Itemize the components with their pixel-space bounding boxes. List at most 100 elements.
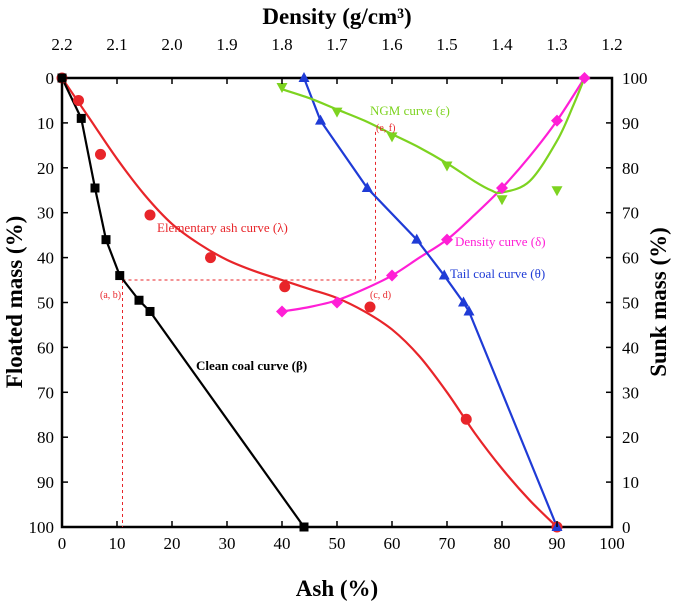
x-top-tick-label: 1.3 [546, 35, 567, 54]
data-point-3-0 [298, 72, 310, 82]
series-label-3: Tail coal curve (θ) [450, 266, 545, 281]
point-annotation-1: (c, d) [370, 290, 391, 301]
x-bottom-tick-label: 100 [599, 534, 625, 553]
x-top-tick-label: 1.2 [601, 35, 622, 54]
y-right-tick-label: 100 [622, 69, 648, 88]
y-right-tick-label: 40 [622, 338, 639, 357]
series-labels: Elementary ash curve (λ) Clean coal curve… [157, 103, 546, 373]
data-point-1-3 [101, 235, 111, 245]
x-top-tick-label: 2.0 [161, 35, 182, 54]
data-point-3-6 [463, 305, 475, 316]
data-point-4-4 [496, 195, 508, 206]
series-label-4: NGM curve (ε) [370, 103, 450, 118]
axis-titles: Ash (%) Density (g/cm³) Floated mass (%)… [2, 4, 671, 601]
data-point-3-5 [458, 296, 469, 307]
x-top-axis-title: Density (g/cm³) [262, 4, 411, 29]
x-bottom-tick-label: 30 [219, 534, 236, 553]
y-left-tick-label: 0 [46, 69, 55, 88]
y-left-tick-label: 70 [37, 383, 54, 402]
y-left-tick-label: 20 [37, 159, 54, 178]
data-point-0-3 [144, 209, 156, 221]
data-point-0-1 [73, 94, 84, 106]
data-point-0-7 [460, 413, 472, 425]
y-right-tick-label: 60 [622, 249, 639, 268]
data-point-4-2 [386, 132, 398, 143]
y-left-tick-label: 50 [37, 294, 54, 313]
data-point-2-5 [551, 114, 563, 127]
data-point-3-3 [411, 233, 423, 244]
x-top-tick-label: 2.1 [106, 35, 127, 54]
data-point-1-1 [76, 113, 86, 123]
y-right-tick-label: 50 [622, 294, 639, 313]
y-right-tick-label: 20 [622, 428, 639, 447]
y-right-axis-title: Sunk mass (%) [646, 227, 671, 377]
y-right-tick-label: 0 [622, 518, 631, 537]
point-annotation-0: (a, b) [100, 290, 121, 301]
data-point-1-2 [90, 183, 100, 193]
series-markers [56, 72, 591, 533]
data-point-4-0 [276, 82, 288, 93]
series-line-0 [61, 77, 558, 528]
series-label-2: Density curve (δ) [455, 234, 546, 249]
data-point-2-4 [496, 182, 508, 195]
data-point-3-4 [438, 269, 450, 280]
series-line-1 [61, 77, 305, 528]
x-top-tick-label: 2.2 [51, 35, 72, 54]
data-point-1-5 [134, 295, 144, 305]
x-bottom-tick-label: 60 [384, 534, 401, 553]
y-left-tick-label: 10 [37, 114, 54, 133]
data-point-2-3 [441, 233, 453, 246]
y-left-tick-label: 30 [37, 204, 54, 223]
data-point-0-6 [364, 301, 376, 313]
x-top-tick-label: 1.7 [326, 35, 348, 54]
data-point-3-2 [361, 182, 373, 193]
x-top-tick-label: 1.8 [271, 35, 292, 54]
y-right-tick-label: 80 [622, 159, 639, 178]
x-bottom-tick-label: 80 [494, 534, 511, 553]
data-point-4-1 [331, 107, 343, 118]
point-annotation-2: (e, f) [376, 123, 395, 134]
y-left-tick-label: 80 [37, 428, 54, 447]
x-bottom-tick-label: 50 [329, 534, 346, 553]
y-right-tick-label: 70 [622, 204, 639, 223]
series-line-4 [281, 77, 586, 195]
data-point-2-0 [276, 305, 288, 318]
x-top-tick-label: 1.6 [381, 35, 402, 54]
data-point-4-5 [551, 186, 563, 197]
y-left-tick-label: 90 [37, 473, 54, 492]
data-point-4-3 [441, 161, 453, 172]
x-bottom-tick-label: 70 [439, 534, 456, 553]
data-point-0-4 [205, 252, 216, 264]
y-right-tick-label: 10 [622, 473, 639, 492]
data-point-1-6 [145, 306, 155, 316]
x-bottom-tick-label: 20 [164, 534, 181, 553]
data-point-1-4 [115, 271, 125, 281]
y-right-tick-label: 30 [622, 383, 639, 402]
x-bottom-tick-label: 40 [274, 534, 291, 553]
x-bottom-tick-label: 0 [58, 534, 67, 553]
data-point-0-5 [279, 281, 291, 293]
data-point-0-2 [95, 148, 106, 160]
series-label-0: Elementary ash curve (λ) [157, 220, 288, 235]
data-point-2-6 [578, 72, 591, 84]
y-right-tick-label: 90 [622, 114, 639, 133]
data-point-1-7 [299, 522, 309, 532]
series-label-1: Clean coal curve (β) [196, 358, 307, 373]
x-bottom-axis-title: Ash (%) [296, 576, 378, 601]
data-point-3-1 [315, 114, 326, 125]
y-left-axis-title: Floated mass (%) [2, 216, 27, 388]
annotations: (a, b) (c, d) (e, f) [100, 123, 395, 301]
x-bottom-tick-label: 10 [109, 534, 126, 553]
data-point-2-1 [331, 296, 343, 309]
data-point-2-2 [386, 269, 398, 282]
y-left-tick-label: 40 [37, 249, 54, 268]
x-bottom-tick-label: 90 [549, 534, 566, 553]
x-top-tick-label: 1.9 [216, 35, 237, 54]
y-left-tick-label: 100 [29, 518, 55, 537]
x-top-tick-label: 1.5 [436, 35, 457, 54]
guide-lines [122, 131, 376, 527]
y-left-tick-label: 60 [37, 338, 54, 357]
x-top-tick-label: 1.4 [491, 35, 513, 54]
